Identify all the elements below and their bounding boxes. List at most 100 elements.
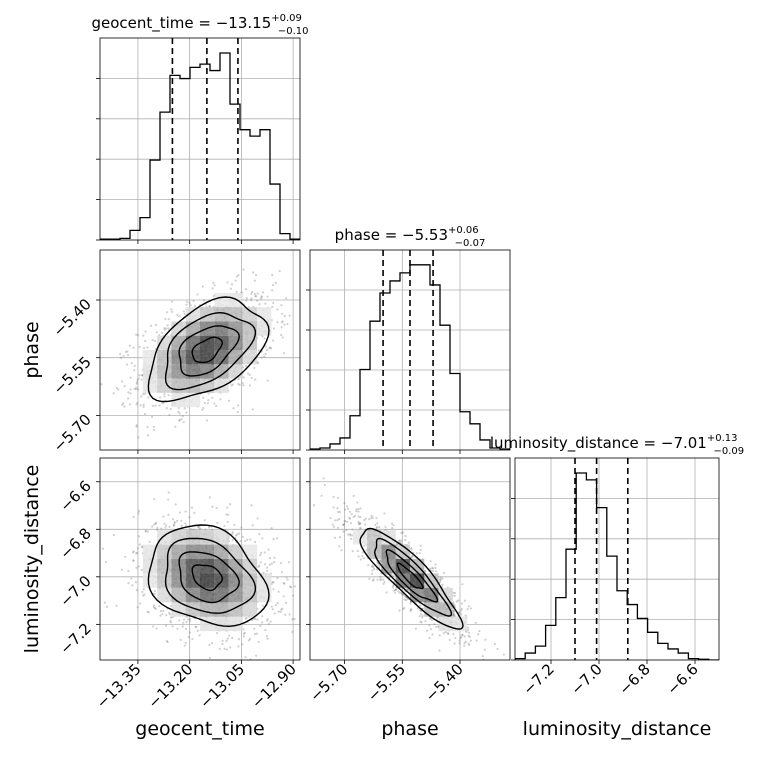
sample-point [303,564,305,566]
sample-point [256,618,259,621]
sample-point [439,578,442,581]
sample-point [142,392,145,396]
sample-point [359,515,362,519]
sample-point [183,618,186,621]
sample-point [463,635,466,638]
sample-point [143,412,146,416]
sample-point [259,297,262,300]
sample-point [198,525,201,528]
sample-point [291,630,294,633]
sample-point [357,507,360,511]
sample-point [158,396,162,399]
sample-point [409,602,412,605]
sample-point [234,534,238,537]
density-cell [228,350,243,365]
density-cell [214,335,229,350]
sample-point [272,581,275,584]
sample-point [266,379,269,382]
y-tick-label-luminosity_distance: −6.8 [56,524,94,562]
sample-point [447,633,450,636]
sample-point [181,625,184,628]
sample-point [212,294,215,298]
sample-point [148,540,151,543]
sample-point [146,610,149,613]
sample-point [233,523,236,526]
sample-point [274,281,277,285]
sample-point [166,640,169,644]
sample-point [245,617,248,620]
sample-point [284,601,288,605]
x-tick-label-phase: −5.70 [306,660,351,705]
sample-point [190,506,194,509]
sample-point [363,518,366,522]
sample-point [345,529,348,532]
sample-point [341,523,345,526]
sample-point [136,401,139,405]
sample-point [184,641,187,645]
sample-point [140,545,143,548]
sample-point [133,369,136,372]
x-tick-label-geocent_time: −13.05 [196,660,248,712]
sample-point [348,517,352,520]
density-cell [200,307,215,322]
sample-point [189,304,192,307]
sample-point [127,582,130,585]
sample-point [272,538,275,541]
sample-point [469,607,472,610]
sample-point [142,594,145,597]
sample-point [223,524,226,528]
density-cell [242,602,258,617]
sample-point [455,600,458,603]
sample-point [137,565,140,568]
histogram-frame [514,457,720,661]
sample-point [229,503,232,506]
sample-point [154,521,158,525]
sample-point [339,536,342,539]
sample-point [180,418,183,421]
density-cell [214,307,229,322]
sample-point [438,578,441,581]
x-axis-label-geocent_time: geocent_time [135,718,264,740]
density-cell [438,602,453,617]
sample-point [364,523,367,526]
sample-point [421,614,424,617]
sample-point [262,571,265,574]
sample-point [379,559,382,562]
sample-point [454,636,457,640]
sample-point [441,577,444,580]
sample-point [371,579,375,582]
sample-point [219,398,222,401]
sample-point [180,524,183,527]
sample-point [461,634,464,637]
sample-point [401,531,405,534]
sample-point [184,522,187,525]
density-cell [171,544,186,559]
sample-point [137,377,140,380]
density-cell [171,392,186,408]
sample-point [332,525,335,528]
sample-point [165,639,169,643]
sample-point [237,645,240,648]
sample-point [104,561,108,564]
sample-point [281,607,284,610]
sample-point [254,378,257,381]
sample-point [258,564,261,567]
sample-point [431,566,434,570]
sample-point [346,520,349,523]
sample-point [260,356,263,359]
sample-point [371,569,374,572]
sample-point [342,523,345,527]
sample-point [273,556,276,559]
sample-point [351,528,354,531]
sample-point [439,576,442,579]
sample-point [176,313,179,316]
sample-point [169,613,172,616]
sample-point [120,380,124,383]
sample-point [174,425,177,428]
sample-point [278,270,281,273]
sample-point [238,383,241,386]
sample-point [429,567,432,570]
sample-point [282,595,285,598]
sample-point [336,507,339,510]
sample-point [142,405,145,408]
